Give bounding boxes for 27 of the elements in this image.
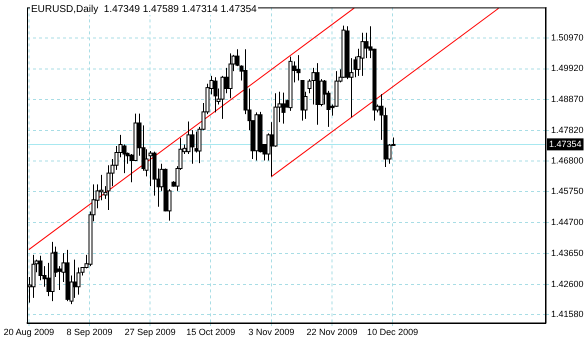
y-tick-label: 1.43650 xyxy=(551,248,584,258)
y-tick-label: 1.45750 xyxy=(551,186,584,196)
x-tick-label: 8 Sep 2009 xyxy=(66,326,113,337)
chart-title: EURUSD,Daily 1.47349 1.47589 1.47314 1.47354 xyxy=(30,4,258,15)
x-tick-label: 22 Nov 2009 xyxy=(306,326,358,337)
candlestick xyxy=(312,67,316,105)
x-tick-label: 27 Sep 2009 xyxy=(124,326,176,337)
y-tick-label: 1.42600 xyxy=(551,279,584,290)
candlestick xyxy=(190,130,194,164)
candlestick xyxy=(214,76,218,113)
candlestick xyxy=(282,92,286,124)
x-tick-label: 3 Nov 2009 xyxy=(248,326,294,337)
x-tick-label: 15 Oct 2009 xyxy=(186,326,236,337)
x-tick-label: 10 Dec 2009 xyxy=(367,326,418,337)
ref-line-label: 1.47354 xyxy=(549,138,582,149)
x-tick-label: 20 Aug 2009 xyxy=(4,326,54,337)
y-tick-label: 1.41580 xyxy=(551,309,584,320)
candlestick xyxy=(148,150,152,187)
y-tick-label: 1.46800 xyxy=(551,155,584,166)
candlestick xyxy=(360,32,364,76)
y-tick-label: 1.49920 xyxy=(551,63,584,74)
y-tick-label: 1.44700 xyxy=(551,217,584,228)
y-tick-label: 1.48870 xyxy=(551,94,584,104)
candlestick xyxy=(72,259,76,298)
y-tick-label: 1.47820 xyxy=(551,125,584,136)
y-tick-label: 1.50970 xyxy=(551,32,584,42)
candlestick xyxy=(32,254,36,298)
